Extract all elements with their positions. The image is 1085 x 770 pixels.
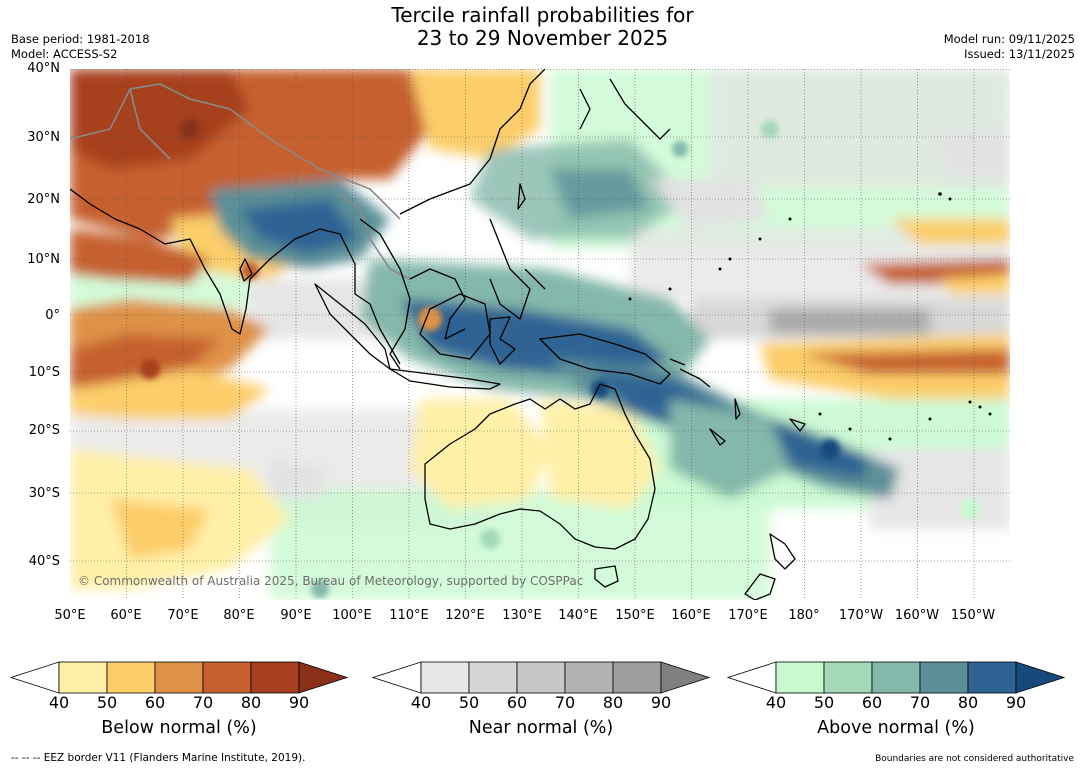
eez-border-note: -- -- -- EEZ border V11 (Flanders Marine… (11, 752, 306, 764)
legend-near-tick: 50 (458, 693, 480, 712)
lon-label: 150°E (615, 608, 655, 623)
legend-title-below: Below normal (%) (101, 718, 257, 738)
legend-near-tick: 60 (506, 693, 528, 712)
legend-title-above: Above normal (%) (817, 718, 975, 738)
issued-date: Issued: 13/11/2025 (964, 47, 1075, 61)
lon-label: 130°E (502, 608, 542, 623)
legend-below-swatch (202, 661, 252, 694)
legend-near-swatch (612, 661, 662, 694)
legend-above-tick: 90 (1005, 693, 1027, 712)
model-run: Model run: 09/11/2025 (943, 32, 1075, 46)
legend-above-min-arrow (726, 661, 777, 694)
legend-near-max-arrow (660, 661, 711, 694)
lat-label: 40°N (27, 61, 60, 76)
legend-below-tick: 60 (144, 693, 166, 712)
lon-label: 160°E (671, 608, 711, 623)
legend-below-swatch (106, 661, 156, 694)
meta-left: Base period: 1981-2018 Model: ACCESS-S2 (11, 32, 150, 62)
legend-below-tick: 80 (240, 693, 262, 712)
legend-above-swatch (919, 661, 969, 694)
lat-label: 10°N (27, 252, 60, 267)
legend-near-tick: 40 (410, 693, 432, 712)
country-borders (70, 83, 411, 280)
legend-title-near: Near normal (%) (468, 718, 614, 738)
map-svg: © Commonwealth of Australia 2025, Bureau… (70, 69, 1010, 600)
lon-label: 160°W (894, 608, 940, 623)
colorbar-legends (9, 661, 1066, 694)
legend-near-swatch (420, 661, 470, 694)
lat-label: 0° (45, 308, 60, 323)
legend-near-tick: 90 (650, 693, 672, 712)
lon-label: 50°E (54, 608, 86, 623)
lon-label: 80°E (223, 608, 255, 623)
legend-below-swatch (154, 661, 204, 694)
lat-label: 20°S (28, 423, 60, 438)
legend-above-tick: 80 (957, 693, 979, 712)
legend-above-swatch (775, 661, 825, 694)
map-copyright: © Commonwealth of Australia 2025, Bureau… (78, 574, 583, 588)
lat-label: 30°S (28, 486, 60, 501)
map-gridlines (70, 69, 1010, 600)
legend-below-tick: 70 (192, 693, 214, 712)
lon-label: 90°E (280, 608, 312, 623)
coastlines (70, 69, 806, 600)
legend-near-swatch (564, 661, 614, 694)
model-name: Model: ACCESS-S2 (11, 47, 118, 61)
title-line-2: 23 to 29 November 2025 (416, 26, 669, 50)
legend-above-swatch (823, 661, 873, 694)
lon-label: 110°E (389, 608, 429, 623)
legend-below-tick: 50 (96, 693, 118, 712)
lat-label: 40°S (28, 554, 60, 569)
legend-above-swatch (967, 661, 1017, 694)
legend-above-tick: 70 (909, 693, 931, 712)
legend-near-min-arrow (371, 661, 422, 694)
legend-above-swatch (871, 661, 921, 694)
boundaries-disclaimer: Boundaries are not considered authoritat… (875, 754, 1074, 764)
legend-near-swatch (516, 661, 566, 694)
legend-below-min-arrow (9, 661, 60, 694)
lat-label: 10°S (28, 365, 60, 380)
legend-below-swatch (250, 661, 300, 694)
lon-label: 100°E (332, 608, 372, 623)
legend-below-swatch (58, 661, 108, 694)
legend-below-tick: 90 (288, 693, 310, 712)
legend-above-tick: 50 (813, 693, 835, 712)
lon-label: 120°E (445, 608, 485, 623)
title-line-1: Tercile rainfall probabilities for (391, 3, 694, 27)
lon-label: 140°E (558, 608, 598, 623)
lon-label: 170°E (728, 608, 768, 623)
legend-above-tick: 60 (861, 693, 883, 712)
lon-label: 70°E (167, 608, 199, 623)
lon-label: 60°E (110, 608, 142, 623)
chart-title: Tercile rainfall probabilities for 23 to… (0, 4, 1085, 50)
lon-label: 170°W (838, 608, 884, 623)
legend-below-tick: 40 (48, 693, 70, 712)
meta-right: Model run: 09/11/2025 Issued: 13/11/2025 (944, 32, 1075, 62)
lon-label: 150°W (950, 608, 996, 623)
legend-near-tick: 70 (554, 693, 576, 712)
pacific-islands (628, 192, 992, 441)
base-period: Base period: 1981-2018 (11, 32, 150, 46)
legend-above-max-arrow (1015, 661, 1066, 694)
lat-label: 30°N (27, 130, 60, 145)
lat-label: 20°N (27, 192, 60, 207)
lon-label: 180° (788, 608, 820, 623)
legend-near-swatch (468, 661, 518, 694)
legend-near-tick: 80 (602, 693, 624, 712)
legend-below-max-arrow (298, 661, 349, 694)
forecast-map: © Commonwealth of Australia 2025, Bureau… (70, 69, 1010, 600)
legend-above-tick: 40 (765, 693, 787, 712)
